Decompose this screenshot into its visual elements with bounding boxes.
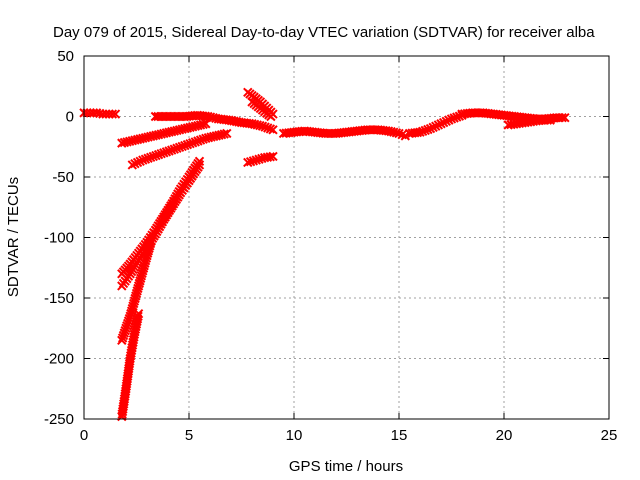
data-point [449,113,459,123]
series-8 [278,125,411,141]
data-point [433,120,444,130]
x-tick-label: 20 [496,427,513,444]
data-point [201,119,211,129]
data-point [557,113,567,123]
data-point [425,123,436,134]
data-point [423,124,433,135]
series-11 [503,115,555,130]
series-4 [127,128,232,170]
data-point [428,122,438,133]
series-14 [117,236,156,346]
series-7 [247,97,276,122]
data-point [446,114,457,124]
data-point [182,139,193,150]
data-point [255,120,265,131]
x-tick-label: 15 [391,427,408,444]
y-tick-label: -100 [44,230,74,247]
x-tick-label: 0 [80,427,88,444]
data-point [169,144,180,154]
data-point [266,111,276,122]
data-point [148,151,159,162]
data-point [138,155,148,165]
data-point [130,158,140,169]
data-point [187,138,198,148]
data-point [145,152,156,163]
data-point [263,123,273,133]
series-3 [117,119,211,148]
data-point [417,126,428,137]
data-point [542,115,553,125]
data-point [452,112,462,122]
data-point [265,124,276,134]
data-point [268,151,278,162]
data-point [133,309,144,319]
series-10 [457,108,570,124]
chart-title: Day 079 of 2015, Sidereal Day-to-day VTE… [53,24,595,41]
data-point [194,160,205,170]
series-13 [117,160,205,291]
data-point [174,142,185,153]
data-point [156,149,166,159]
chart-marks [79,87,570,422]
data-point [257,121,268,131]
data-point [151,150,161,161]
data-point [127,160,138,170]
x-tick-label: 5 [185,427,193,444]
data-point [185,139,195,149]
x-tick-label: 10 [286,427,303,444]
data-point [420,125,430,136]
y-tick-label: 50 [57,48,74,65]
data-point [198,134,208,144]
data-point [143,153,153,163]
data-point [164,146,174,156]
data-point [135,156,145,166]
data-point [441,116,451,127]
data-point [190,137,201,147]
series-2 [150,110,278,135]
plot-frame [83,55,610,420]
data-point [265,152,275,162]
data-point [166,145,177,155]
data-point [153,149,164,160]
data-point [161,147,172,157]
data-point [132,157,143,168]
data-point [444,115,454,125]
data-point [438,117,449,128]
x-tick-label: 25 [601,427,618,444]
y-tick-label: -150 [44,290,74,307]
data-point [560,113,570,123]
data-point [219,129,229,139]
data-point [415,127,425,137]
data-point [195,135,206,145]
series-9 [404,110,467,139]
data-point [180,140,190,151]
x-axis-label: GPS time / hours [289,458,403,475]
chart-grid [84,56,609,419]
data-point [431,121,441,131]
y-tick-label: -250 [44,411,74,428]
y-tick-label: -50 [52,169,74,186]
y-axis-label: SDTVAR / TECUs [5,177,22,297]
data-point [159,148,169,158]
data-point [133,311,143,322]
y-tick-label: -200 [44,351,74,368]
series-6 [243,87,278,119]
data-point [222,128,232,139]
data-point [146,236,156,246]
data-point [268,125,278,135]
data-point [110,109,121,119]
data-point [140,154,151,164]
data-point [177,141,187,152]
data-point [545,115,555,125]
data-point [436,119,446,129]
data-point [172,143,182,153]
data-point [193,136,203,146]
data-point [260,122,270,132]
data-point [107,109,118,119]
series-5 [243,151,278,168]
y-tick-label: 0 [66,109,74,126]
data-point [145,238,156,249]
data-point [198,119,208,130]
